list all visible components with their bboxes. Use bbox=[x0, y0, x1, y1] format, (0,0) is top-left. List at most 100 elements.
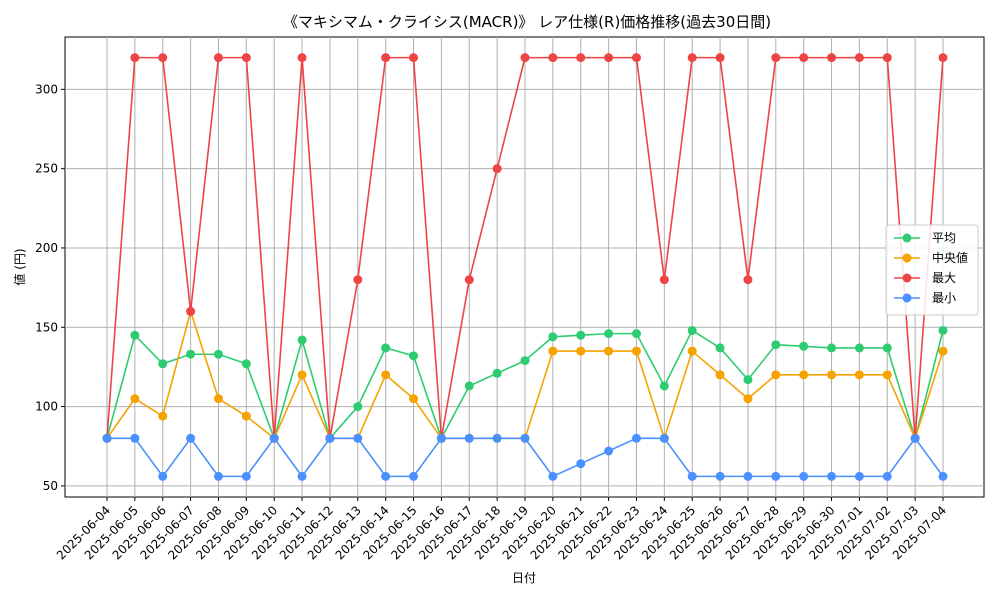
data-point bbox=[827, 370, 837, 380]
legend-marker bbox=[902, 253, 912, 263]
data-point bbox=[938, 53, 948, 63]
data-point bbox=[827, 471, 837, 481]
data-point bbox=[241, 53, 251, 63]
y-tick-label: 150 bbox=[35, 320, 58, 334]
data-point bbox=[882, 53, 892, 63]
data-point bbox=[409, 53, 419, 63]
data-point bbox=[492, 368, 502, 378]
data-point bbox=[715, 370, 725, 380]
series-layer bbox=[102, 53, 948, 481]
data-point bbox=[604, 346, 614, 356]
data-point bbox=[520, 53, 530, 63]
data-point bbox=[854, 370, 864, 380]
data-point bbox=[464, 275, 474, 285]
legend-label: 中央値 bbox=[932, 250, 968, 265]
grid-layer bbox=[65, 37, 984, 497]
data-point bbox=[436, 433, 446, 443]
data-point bbox=[353, 402, 363, 412]
data-point bbox=[213, 53, 223, 63]
data-point bbox=[659, 433, 669, 443]
data-point bbox=[269, 433, 279, 443]
data-point bbox=[910, 433, 920, 443]
data-point bbox=[213, 471, 223, 481]
data-point bbox=[799, 53, 809, 63]
data-point bbox=[353, 275, 363, 285]
data-point bbox=[353, 433, 363, 443]
data-point bbox=[771, 340, 781, 350]
y-tick-label: 200 bbox=[35, 241, 58, 255]
data-point bbox=[799, 370, 809, 380]
data-point bbox=[938, 471, 948, 481]
data-point bbox=[687, 325, 697, 335]
legend-box bbox=[885, 224, 979, 316]
data-point bbox=[687, 53, 697, 63]
data-point bbox=[882, 343, 892, 353]
legend-marker bbox=[902, 273, 912, 283]
data-point bbox=[854, 471, 864, 481]
data-point bbox=[631, 329, 641, 339]
data-point bbox=[186, 349, 196, 359]
data-point bbox=[631, 53, 641, 63]
data-point bbox=[297, 471, 307, 481]
data-point bbox=[854, 53, 864, 63]
data-point bbox=[409, 351, 419, 361]
data-point bbox=[130, 433, 140, 443]
data-point bbox=[799, 341, 809, 351]
data-point bbox=[576, 53, 586, 63]
data-point bbox=[687, 346, 697, 356]
data-point bbox=[576, 330, 586, 340]
data-point bbox=[492, 164, 502, 174]
chart-title: 《マキシマム・クライシス(MACR)》 レア仕様(R)価格推移(過去30日間) bbox=[283, 13, 771, 31]
data-point bbox=[548, 332, 558, 342]
data-point bbox=[381, 343, 391, 353]
data-point bbox=[631, 433, 641, 443]
data-point bbox=[158, 359, 168, 369]
data-point bbox=[715, 343, 725, 353]
data-point bbox=[464, 381, 474, 391]
data-point bbox=[130, 53, 140, 63]
data-point bbox=[827, 53, 837, 63]
data-point bbox=[158, 53, 168, 63]
data-point bbox=[213, 349, 223, 359]
y-axis-label: 値 (円) bbox=[12, 248, 27, 285]
data-point bbox=[771, 471, 781, 481]
data-point bbox=[186, 433, 196, 443]
data-point bbox=[241, 359, 251, 369]
legend-marker bbox=[902, 233, 912, 243]
data-point bbox=[882, 370, 892, 380]
data-point bbox=[576, 459, 586, 469]
data-point bbox=[241, 471, 251, 481]
data-point bbox=[186, 306, 196, 316]
y-tick-label: 250 bbox=[35, 162, 58, 176]
data-point bbox=[102, 433, 112, 443]
x-axis-label: 日付 bbox=[512, 571, 536, 585]
data-point bbox=[548, 346, 558, 356]
data-point bbox=[659, 381, 669, 391]
data-point bbox=[548, 53, 558, 63]
legend-label: 平均 bbox=[932, 231, 956, 245]
data-point bbox=[158, 471, 168, 481]
data-point bbox=[827, 343, 837, 353]
data-point bbox=[492, 433, 502, 443]
data-point bbox=[715, 471, 725, 481]
data-point bbox=[687, 471, 697, 481]
data-point bbox=[854, 343, 864, 353]
data-point bbox=[631, 346, 641, 356]
data-point bbox=[297, 53, 307, 63]
series-3 bbox=[102, 433, 948, 481]
data-point bbox=[799, 471, 809, 481]
y-tick-label: 100 bbox=[35, 400, 58, 414]
data-point bbox=[882, 471, 892, 481]
data-point bbox=[464, 433, 474, 443]
data-point bbox=[409, 471, 419, 481]
y-tick-label: 300 bbox=[35, 82, 58, 96]
legend-label: 最大 bbox=[932, 271, 956, 285]
data-point bbox=[520, 356, 530, 366]
data-point bbox=[743, 275, 753, 285]
data-point bbox=[381, 370, 391, 380]
data-point bbox=[297, 370, 307, 380]
data-point bbox=[938, 325, 948, 335]
y-tick-label: 50 bbox=[43, 479, 58, 493]
y-axis-ticks: 50 100 150 200 250 300 bbox=[35, 82, 65, 493]
